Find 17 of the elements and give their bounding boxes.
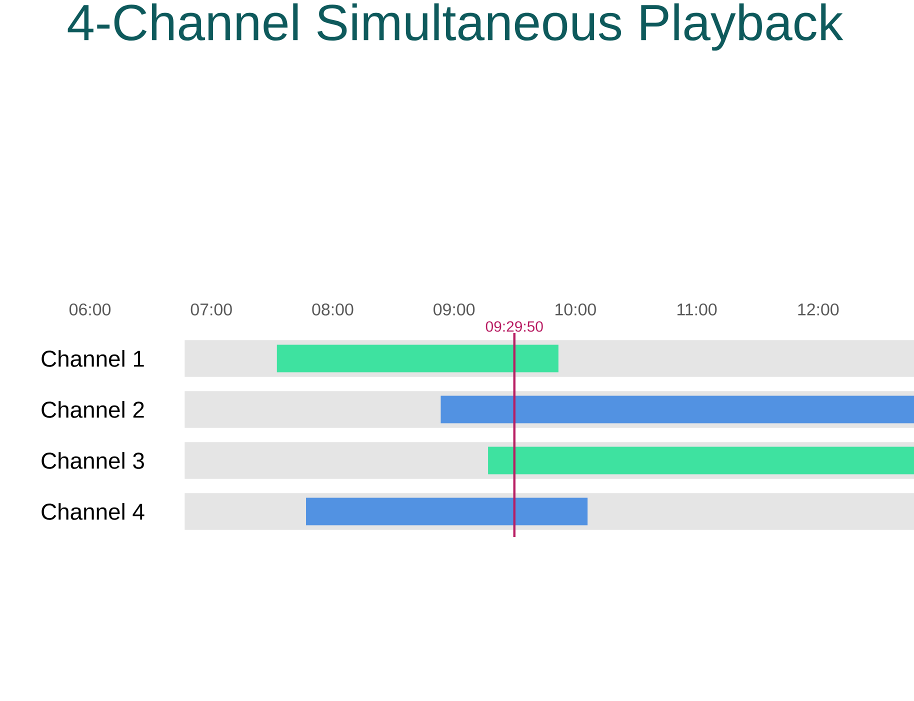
bar [276, 344, 558, 372]
x-tick-label: 07:00 [190, 303, 232, 316]
y-tick-label: Channel 1 [42, 350, 144, 367]
x-tick-label: 06:00 [69, 303, 111, 316]
x-tick-label: 09:00 [434, 303, 475, 316]
bar [488, 446, 914, 474]
x-tick-label: 11:00 [678, 303, 717, 316]
chart-title: 4-Channel Simultaneous Playback [68, 3, 844, 51]
x-tick-label: 10:00 [556, 303, 596, 316]
y-tick-label: Channel 3 [42, 452, 144, 469]
bar [306, 498, 588, 526]
y-tick-label: Channel 4 [42, 503, 144, 520]
x-tick-label: 08:00 [312, 303, 354, 316]
x-tick-label: 12:00 [798, 303, 839, 316]
bar [440, 396, 914, 424]
ref-line-label: 09:29:50 [486, 321, 543, 332]
y-tick-label: Channel 2 [42, 401, 144, 418]
